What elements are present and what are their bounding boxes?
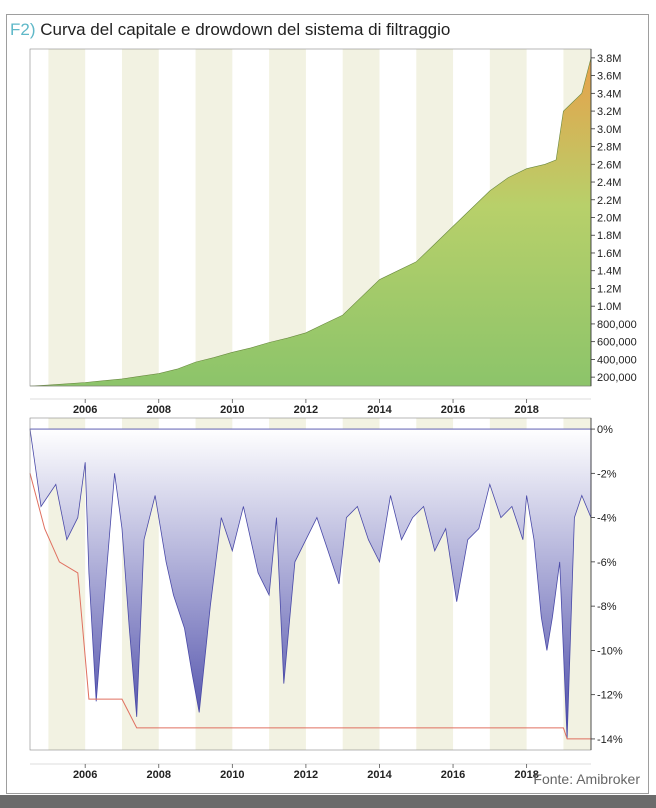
equity-ytick-label: 2.6M (597, 159, 621, 171)
drawdown-ytick-label: 0% (597, 424, 613, 436)
equity-xtick-label: 2010 (220, 404, 244, 416)
equity-panel: 200,000 400,000 600,000 800,000 1.0M 1.2M 1.4M… (29, 48, 637, 416)
drawdown-xtick-label: 2010 (220, 769, 244, 781)
equity-ytick-label: 600,000 (597, 337, 637, 349)
equity-xtick-label: 2014 (367, 404, 392, 416)
drawdown-ytick-label: -4% (597, 513, 617, 525)
equity-ytick-label: 1.4M (597, 266, 621, 278)
equity-ytick-label: 2.8M (597, 142, 621, 154)
equity-ytick-label: 1.2M (597, 283, 621, 295)
equity-ytick-label: 2.4M (597, 177, 621, 189)
drawdown-ytick-label: -8% (597, 601, 617, 613)
source-credit: Fonte: Amibroker (533, 771, 640, 787)
drawdown-xtick-label: 2014 (367, 769, 392, 781)
drawdown-xtick-label: 2006 (73, 769, 97, 781)
drawdown-xtick-label: 2018 (514, 769, 538, 781)
equity-ytick-label: 2.2M (597, 195, 621, 207)
drawdown-xtick-label: 2008 (147, 769, 171, 781)
equity-ytick-label: 3.0M (597, 124, 621, 136)
equity-area (29, 57, 592, 387)
equity-xtick-label: 2018 (514, 404, 538, 416)
drawdown-area (29, 428, 592, 739)
figure-title-text: Curva del capitale e drowdown del sistem… (40, 20, 451, 39)
equity-ytick-label: 3.6M (597, 71, 621, 83)
equity-ytick-label: 2.0M (597, 213, 621, 225)
equity-year-band (48, 49, 86, 386)
equity-year-band (269, 49, 306, 386)
bottom-bar (0, 795, 656, 808)
equity-ytick-label: 400,000 (597, 354, 637, 366)
equity-xtick-label: 2008 (147, 404, 171, 416)
equity-year-band (121, 49, 159, 386)
drawdown-ytick-label: -10% (597, 645, 623, 657)
drawdown-xtick-label: 2012 (294, 769, 318, 781)
max-drawdown-line (29, 473, 591, 740)
equity-ytick-label: 800,000 (597, 319, 637, 331)
drawdown-ytick-label: -6% (597, 557, 617, 569)
equity-year-band (195, 49, 233, 386)
figure-frame (6, 14, 649, 794)
drawdown-ytick-label: -12% (597, 690, 623, 702)
figure-tag: F2) (10, 20, 36, 39)
figure-title: F2) Curva del capitale e drowdown del si… (10, 20, 450, 40)
drawdown-ytick-label: -14% (597, 734, 623, 746)
equity-xtick-label: 2006 (73, 404, 97, 416)
equity-ytick-label: 3.4M (597, 88, 621, 100)
equity-ytick-label: 3.8M (597, 53, 621, 65)
drawdown-ytick-label: -2% (597, 468, 617, 480)
equity-ytick-label: 3.2M (597, 106, 621, 118)
equity-ytick-label: 1.0M (597, 301, 621, 313)
equity-xtick-label: 2012 (294, 404, 318, 416)
drawdown-xtick-label: 2016 (441, 769, 465, 781)
equity-xtick-label: 2016 (441, 404, 465, 416)
equity-ytick-label: 1.8M (597, 230, 621, 242)
equity-ytick-label: 1.6M (597, 248, 621, 260)
equity-ytick-label: 200,000 (597, 372, 637, 384)
drawdown-panel: 0% -2% -4% -6% -8% -10% -12% -14% 2006 2008 2010 20… (29, 417, 623, 781)
